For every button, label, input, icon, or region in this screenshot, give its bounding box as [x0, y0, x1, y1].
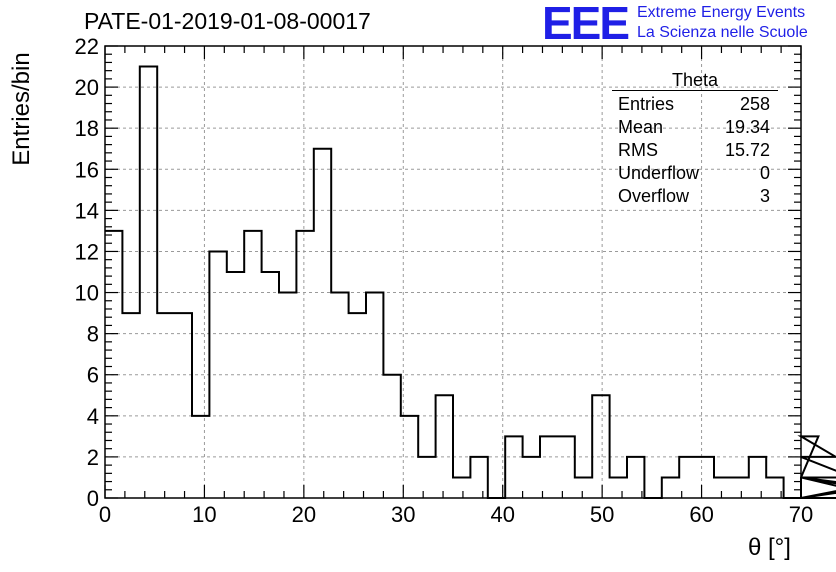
stats-box: Theta Entries 258 Mean 19.34 RMS 15.72 U…: [612, 70, 778, 208]
x-tick-label: 20: [292, 502, 316, 527]
y-axis-label: Entries/bin: [8, 52, 35, 166]
y-tick-label: 8: [87, 322, 99, 347]
y-tick-label: 16: [75, 157, 99, 182]
stats-row: Entries 258: [612, 93, 778, 116]
stats-label: Overflow: [618, 186, 690, 206]
y-tick-label: 20: [75, 75, 99, 100]
x-axis-label: θ [°]: [748, 534, 791, 561]
logo-subtitle-1: Extreme Energy Events: [637, 4, 806, 21]
plot-frame: [104, 45, 802, 499]
x-tick-label: 0: [99, 502, 111, 527]
histogram-series: [105, 65, 836, 499]
x-tick-label: 50: [590, 502, 614, 527]
stats-value: 0: [759, 163, 770, 183]
x-tick-label: 40: [490, 502, 514, 527]
stats-row: Mean 19.34: [612, 116, 778, 139]
stats-value: 258: [739, 94, 770, 114]
y-tick-label: 12: [75, 239, 99, 264]
y-tick-label: 14: [75, 198, 99, 223]
stats-value: 15.72: [724, 140, 770, 160]
y-tick-label: 4: [87, 404, 99, 429]
y-tick-label: 0: [87, 486, 99, 511]
stats-label: Underflow: [618, 163, 700, 183]
y-tick-label: 22: [75, 34, 99, 59]
y-tick-label: 2: [87, 445, 99, 470]
chart-title: PATE-01-2019-01-08-00017: [84, 8, 371, 34]
stats-label: RMS: [618, 140, 658, 160]
x-tick-label: 60: [689, 502, 713, 527]
y-tick-label: 6: [87, 363, 99, 388]
y-tick-label: 18: [75, 116, 99, 141]
stats-row: Overflow 3: [612, 185, 778, 208]
eee-logo: EEE: [542, 0, 630, 49]
stats-label: Mean: [618, 117, 664, 137]
stats-value: 3: [759, 186, 770, 206]
axis-ticks: [104, 45, 802, 499]
y-tick-label: 10: [75, 281, 99, 306]
logo-subtitle-2: La Scienza nelle Scuole: [637, 24, 808, 41]
stats-value: 19.34: [724, 117, 770, 137]
stats-row: RMS 15.72: [612, 139, 778, 162]
x-tick-label: 10: [192, 502, 216, 527]
stats-row: Underflow 0: [612, 162, 778, 185]
stats-title: Theta: [612, 70, 778, 91]
x-tick-label: 30: [391, 502, 415, 527]
x-tick-label: 70: [789, 502, 813, 527]
stats-label: Entries: [618, 94, 675, 114]
